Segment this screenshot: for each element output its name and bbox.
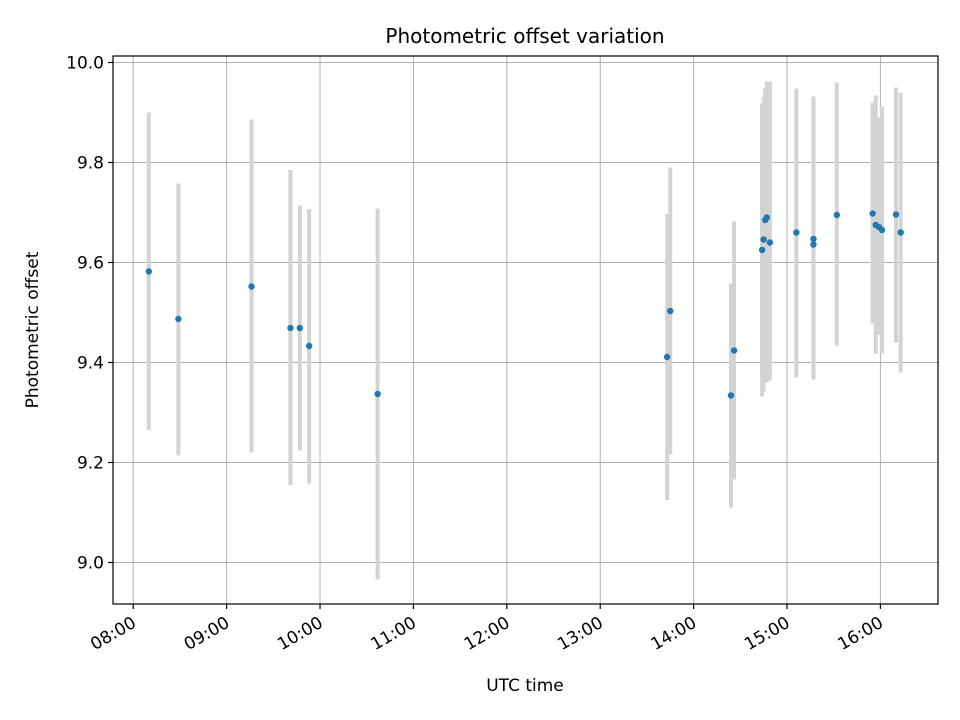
y-tick-label: 9.2 (77, 454, 104, 474)
data-point (892, 211, 900, 218)
y-tick-label: 9.6 (77, 254, 104, 274)
data-point (878, 226, 886, 234)
data-point (145, 268, 153, 275)
data-point (833, 211, 841, 219)
data-point (727, 392, 735, 399)
data-point (810, 241, 817, 248)
data-point (760, 236, 767, 243)
data-point (663, 353, 671, 361)
y-axis: 9.0 9.2 9.4 9.6 9.8 10.0 (66, 54, 113, 574)
chart-title: Photometric offset variation (385, 24, 664, 48)
data-point (248, 283, 255, 290)
data-point (175, 315, 182, 323)
data-point (793, 229, 800, 236)
data-point (296, 324, 303, 332)
data-point (810, 235, 817, 243)
y-axis-label: Photometric offset (23, 251, 43, 408)
data-point (758, 246, 766, 254)
plot-frame (112, 55, 939, 605)
y-tick-label: 9.0 (77, 554, 104, 574)
x-axis-label: UTC time (486, 676, 564, 696)
data-point (897, 229, 904, 236)
data-point (869, 210, 876, 217)
data-point (763, 214, 770, 221)
data-point (730, 347, 738, 354)
data-points (145, 210, 904, 399)
data-point (766, 239, 774, 246)
data-point (667, 307, 674, 315)
y-tick-label: 9.8 (77, 154, 104, 174)
data-point (287, 324, 294, 332)
data-point (305, 342, 313, 350)
y-tick-label: 10.0 (66, 54, 104, 74)
data-point (374, 390, 381, 398)
y-tick-label: 9.4 (77, 354, 104, 374)
